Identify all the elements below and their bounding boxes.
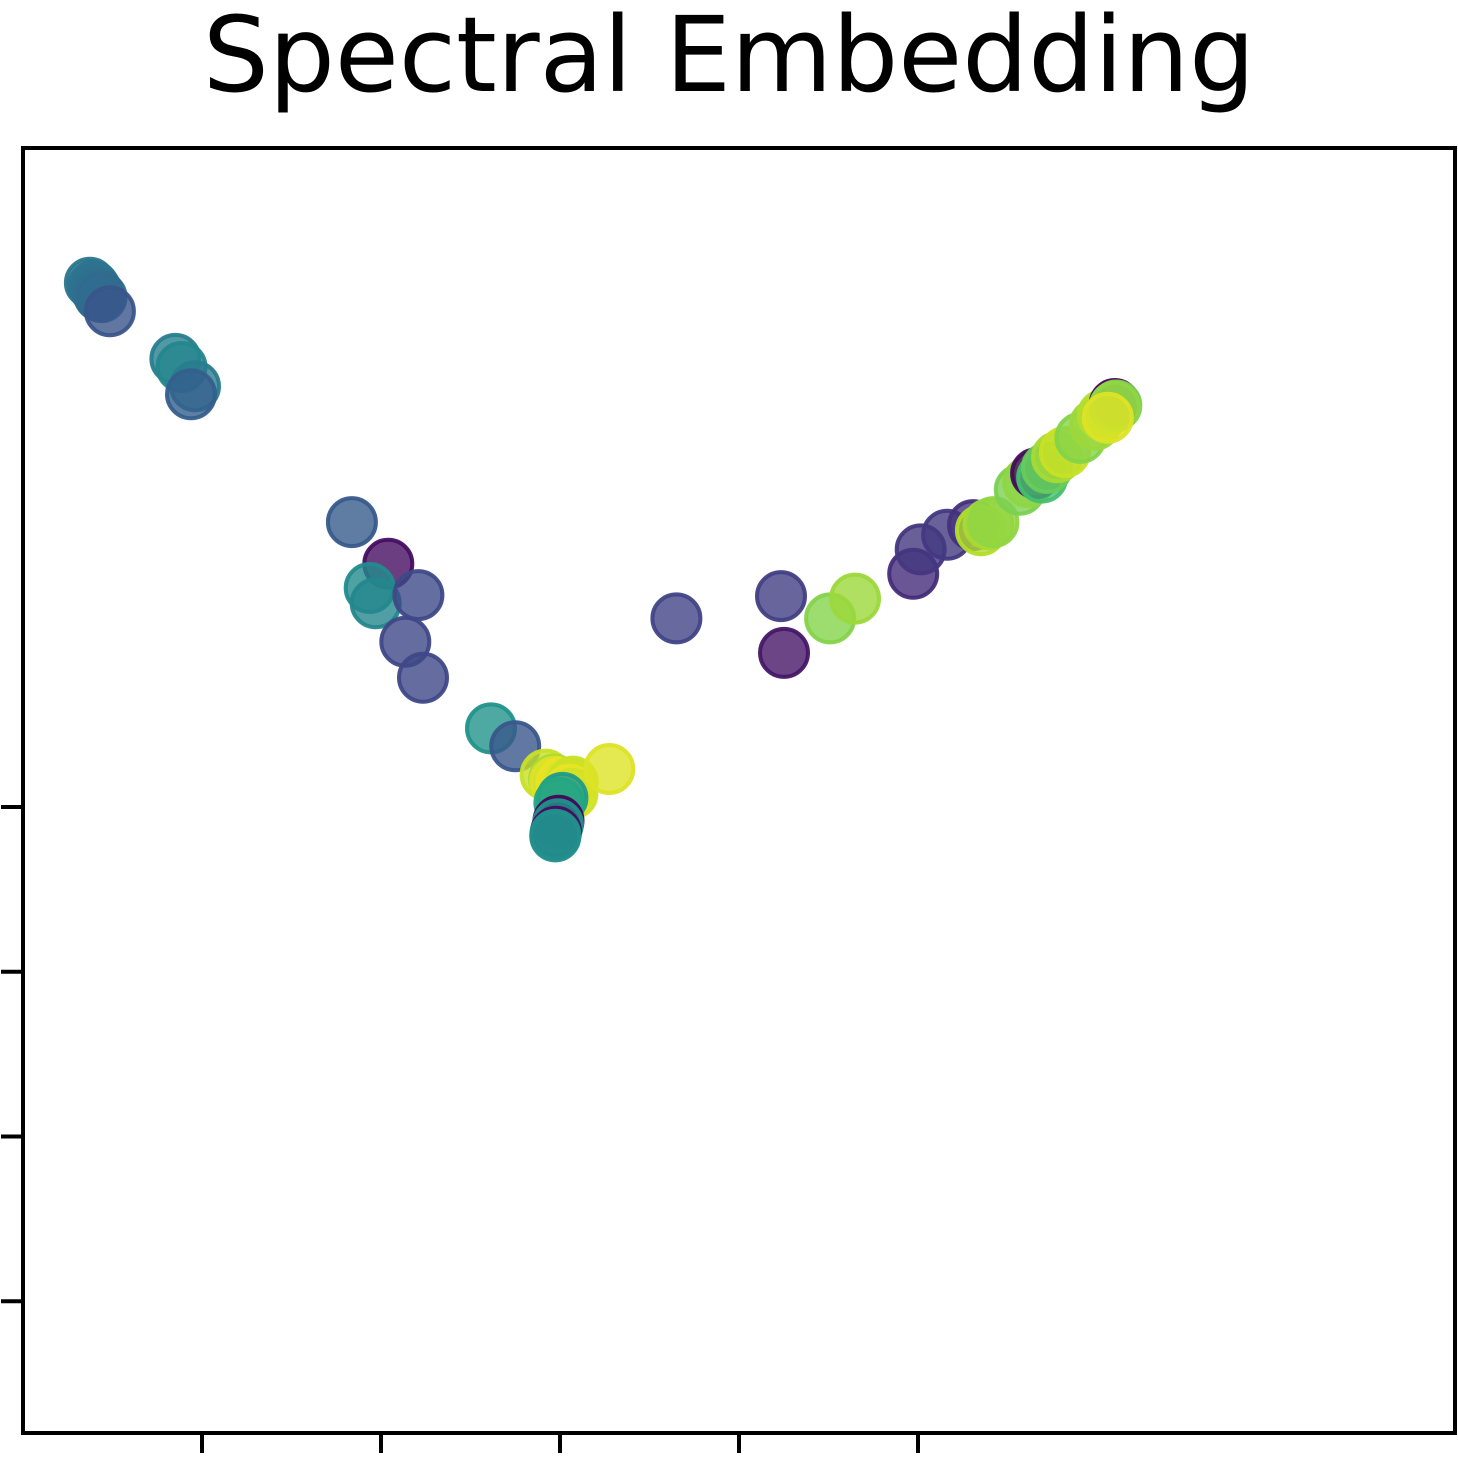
scatter-point [325, 496, 378, 549]
scatter-point [755, 570, 807, 623]
scatter-point [829, 572, 881, 625]
scatter-point [83, 285, 136, 338]
scatter-point [1081, 391, 1134, 444]
scatter-point [392, 569, 445, 622]
scatter-point [650, 592, 703, 645]
scatter-point [397, 651, 449, 704]
chart-title: Spectral Embedding [202, 0, 1256, 116]
scatter-point [758, 626, 810, 679]
scatter-point [529, 810, 582, 863]
ticks-layer [1, 804, 920, 1453]
points-layer [63, 256, 1143, 863]
plot-frame [21, 146, 1457, 1435]
scatter-point [165, 368, 217, 421]
scatter-point [583, 743, 636, 795]
